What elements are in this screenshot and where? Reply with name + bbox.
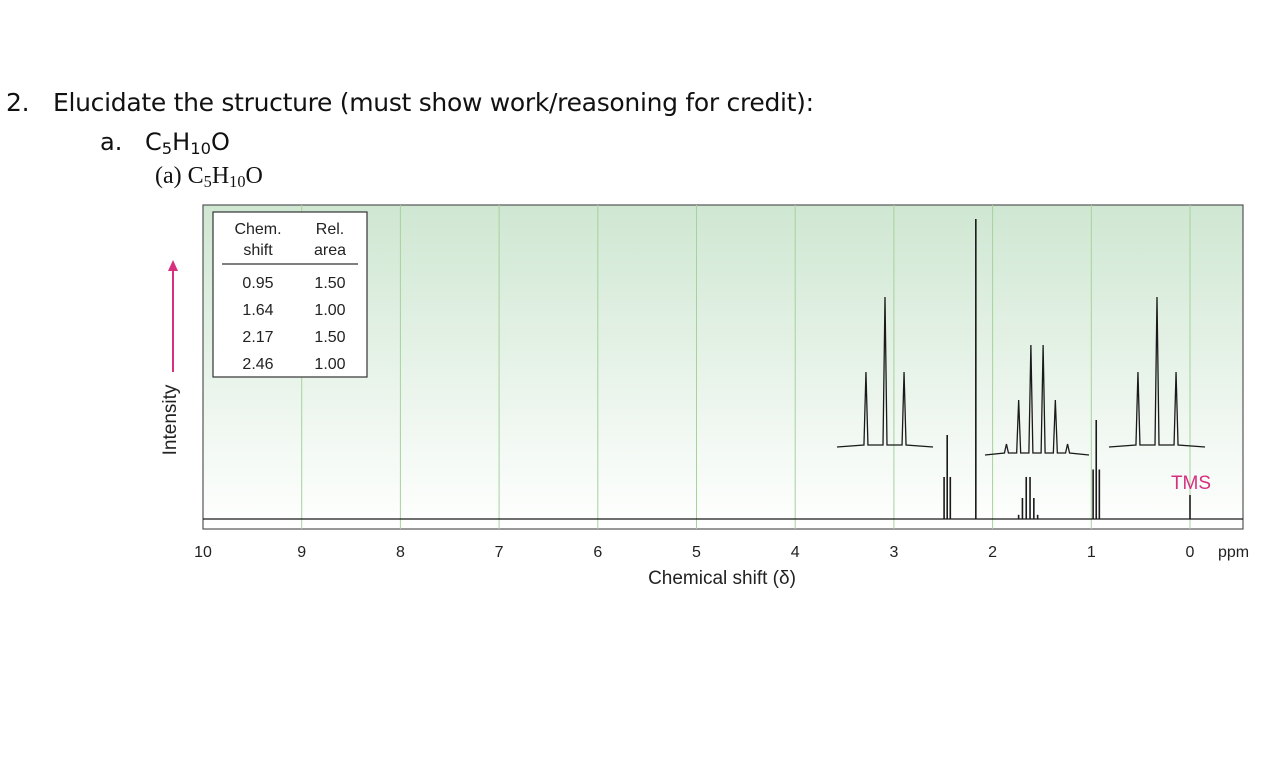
table-cell-area: 1.50	[314, 275, 345, 292]
x-tick-label: 10	[194, 544, 212, 561]
x-tick-label: 1	[1087, 544, 1096, 561]
integration-table-box	[212, 211, 368, 378]
y-axis: Intensity	[160, 260, 181, 455]
x-tick-label: 6	[593, 544, 602, 561]
table-cell-area: 1.50	[314, 329, 345, 346]
figure-formula: C5H10O	[187, 163, 263, 192]
expansion-0.95	[1108, 296, 1206, 448]
table-cell-shift: 2.17	[242, 329, 273, 346]
question-text: Elucidate the structure (must show work/…	[53, 88, 814, 117]
expansion-trace	[1108, 296, 1206, 448]
question-title: 2. Elucidate the structure (must show wor…	[6, 88, 814, 117]
table-cell-shift: 0.95	[242, 275, 273, 292]
table-cell-shift: 2.46	[242, 356, 273, 373]
peak-0.95	[1092, 420, 1101, 519]
table-header-area-1: Rel.	[316, 221, 344, 238]
peak-1.64	[1017, 477, 1039, 519]
x-tick-label: 0	[1186, 544, 1195, 561]
x-tick-label: 3	[889, 544, 898, 561]
y-axis-arrowhead	[168, 260, 178, 271]
x-tick-label: 8	[396, 544, 405, 561]
x-tick-label: 5	[692, 544, 701, 561]
x-axis-title: Chemical shift (δ)	[648, 568, 796, 589]
expansion-trace	[836, 296, 934, 448]
figure-label: (a) C5H10O	[155, 163, 263, 190]
tms-label: TMS	[1171, 473, 1211, 494]
table-cell-shift: 1.64	[242, 302, 273, 319]
expansion-trace	[984, 344, 1090, 456]
peak-2.46	[943, 435, 952, 519]
table-cell-area: 1.00	[314, 356, 345, 373]
plot-area	[202, 204, 1244, 530]
x-axis-ticks: 10 9 8 7 6 5 4 3 2 1 0	[194, 544, 1194, 561]
spectrum-trace	[943, 219, 1191, 519]
x-axis-unit: ppm	[1218, 544, 1249, 561]
table-header-area-2: area	[314, 242, 346, 259]
expansion-2.46	[836, 296, 934, 448]
table-header-shift-2: shift	[243, 242, 273, 259]
x-tick-label: 2	[988, 544, 997, 561]
table-header-shift-1: Chem.	[234, 221, 281, 238]
x-tick-label: 4	[791, 544, 800, 561]
figure-letter: (a)	[155, 163, 182, 189]
expansion-1.64	[984, 344, 1090, 456]
question-number: 2.	[6, 88, 30, 117]
table-cell-area: 1.00	[314, 302, 345, 319]
integration-table: Chem. shift Rel. area 0.95 1.50 1.64 1.00 2.…	[212, 211, 368, 378]
question-part-a: a. C5H10O	[100, 128, 230, 159]
peak-expansions	[836, 296, 1206, 456]
gridlines	[301, 205, 1191, 529]
y-axis-title: Intensity	[160, 384, 181, 455]
x-tick-label: 7	[495, 544, 504, 561]
integration-table-rows: 0.95 1.50 1.64 1.00 2.17 1.50 2.46 1.00	[242, 275, 345, 373]
part-formula: C5H10O	[145, 128, 230, 159]
part-letter: a.	[100, 128, 123, 156]
x-tick-label: 9	[297, 544, 306, 561]
